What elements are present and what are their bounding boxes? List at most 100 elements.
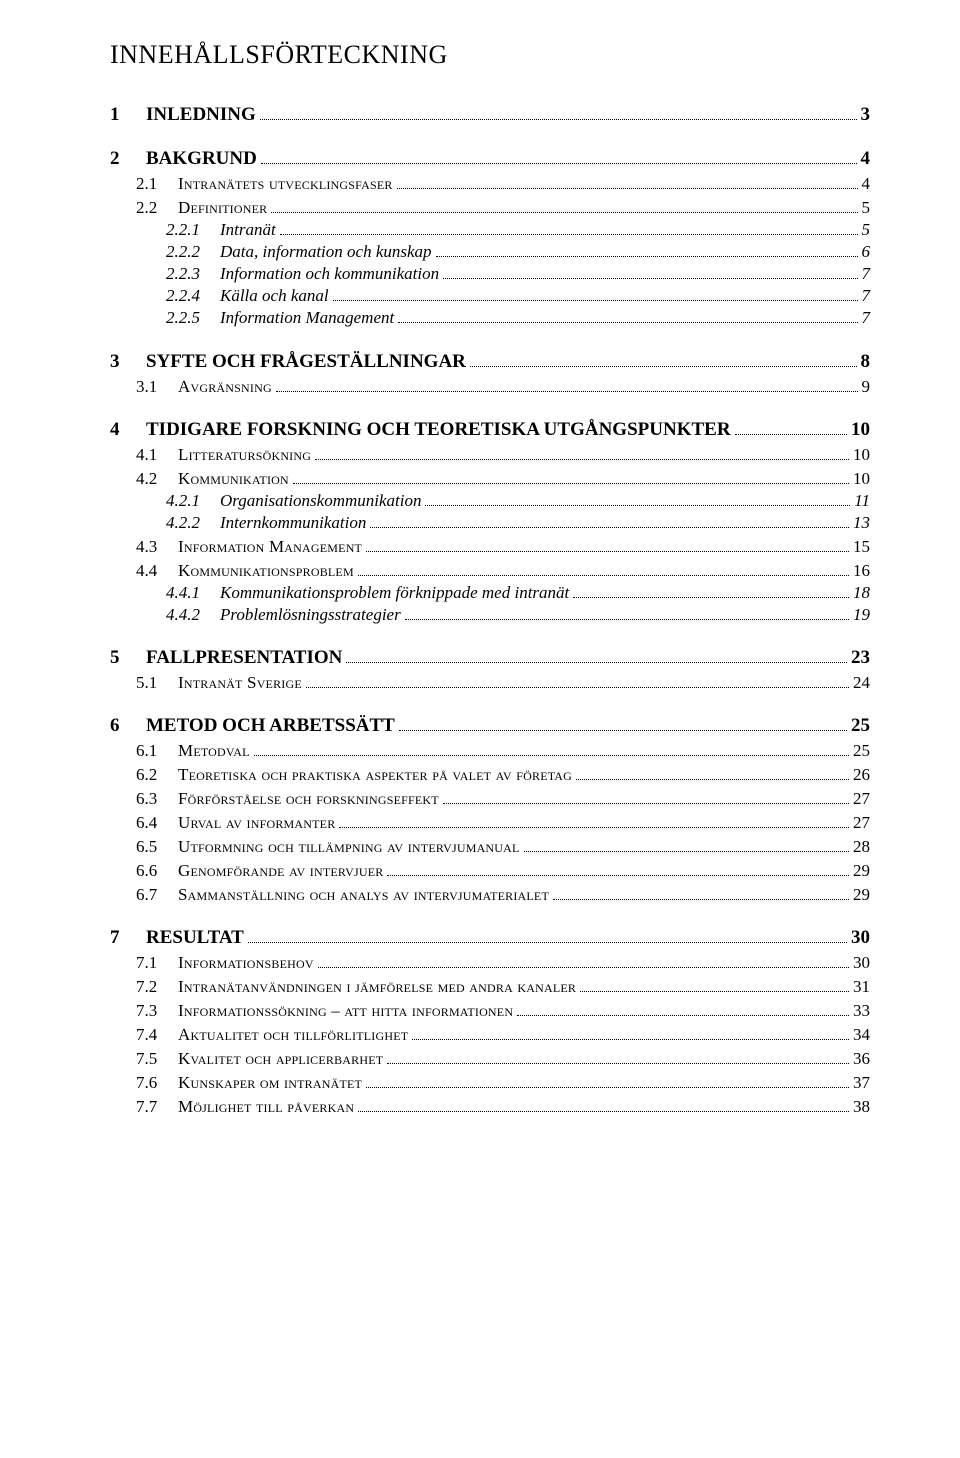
toc-number: 4.2.2: [166, 513, 220, 533]
toc-page: 26: [853, 765, 870, 785]
toc-entry: 7.7Möjlighet till påverkan38: [136, 1097, 870, 1117]
toc-number: 6.4: [136, 813, 178, 833]
toc-number: 4.1: [136, 445, 178, 465]
toc-label: Problemlösningsstrategier: [220, 605, 401, 625]
toc-entry: 2.2.4Källa och kanal 7: [166, 286, 870, 306]
toc-page: 34: [853, 1025, 870, 1045]
toc-label: Källa och kanal: [220, 286, 329, 306]
toc-page: 24: [853, 673, 870, 693]
toc-leader: [315, 445, 849, 460]
toc-page: 19: [853, 605, 870, 625]
toc-page: 3: [861, 104, 871, 126]
toc-page: 8: [861, 351, 871, 373]
toc-label: TIDIGARE FORSKNING OCH TEORETISKA UTGÅNG…: [146, 419, 731, 441]
toc-number: 4.3: [136, 537, 178, 557]
toc-number: 4.4.1: [166, 583, 220, 603]
toc-leader: [293, 469, 849, 484]
toc-entry: 2.2.5Information Management7: [166, 308, 870, 328]
toc-leader: [517, 1002, 849, 1017]
toc-label: FALLPRESENTATION: [146, 647, 342, 669]
toc-entry: 4TIDIGARE FORSKNING OCH TEORETISKA UTGÅN…: [110, 419, 870, 441]
toc-entry: 2.2Definitioner5: [136, 198, 870, 218]
toc-number: 2.2.3: [166, 264, 220, 284]
toc-page: 10: [853, 445, 870, 465]
toc-leader: [346, 647, 847, 663]
toc-leader: [399, 715, 847, 731]
toc-page: 11: [854, 491, 870, 511]
toc-number: 2.2: [136, 198, 178, 218]
toc-label: Metodval: [178, 741, 250, 761]
toc-entry: 6.3Förförståelse och forskningseffekt27: [136, 789, 870, 809]
toc-leader: [318, 954, 849, 969]
toc-number: 2.2.5: [166, 308, 220, 328]
toc-leader: [470, 350, 857, 366]
toc-label: Kommunikationsproblem: [178, 561, 354, 581]
toc-entry: 6.7Sammanställning och analys av intervj…: [136, 885, 870, 905]
toc-leader: [443, 790, 849, 805]
toc-entry: 4.1Litteratursökning 10: [136, 445, 870, 465]
toc-page: 7: [862, 264, 871, 284]
toc-page: 29: [853, 861, 870, 881]
toc-leader: [576, 766, 849, 781]
page: INNEHÅLLSFÖRTECKNING 1INLEDNING32BAKGRUN…: [0, 0, 960, 1179]
toc-label: RESULTAT: [146, 927, 244, 949]
toc-leader: [405, 605, 849, 620]
toc-page: 33: [853, 1001, 870, 1021]
toc-page: 10: [853, 469, 870, 489]
toc-label: Litteratursökning: [178, 445, 311, 465]
toc-label: Teoretiska och praktiska aspekter på val…: [178, 765, 572, 785]
toc-entry: 4.2.2Internkommunikation13: [166, 513, 870, 533]
toc-number: 3.1: [136, 377, 178, 397]
toc-entry: 4.4.2Problemlösningsstrategier 19: [166, 605, 870, 625]
toc-entry: 6METOD OCH ARBETSSÄTT25: [110, 715, 870, 737]
toc-number: 4.2: [136, 469, 178, 489]
toc-entry: 4.4Kommunikationsproblem16: [136, 561, 870, 581]
toc-leader: [370, 513, 849, 528]
toc-leader: [387, 1050, 849, 1065]
toc-label: BAKGRUND: [146, 148, 257, 170]
toc-number: 3: [110, 351, 146, 373]
toc-label: Intranätanvändningen i jämförelse med an…: [178, 977, 576, 997]
toc-label: Aktualitet och tillförlitlighet: [178, 1025, 408, 1045]
toc-entry: 2BAKGRUND4: [110, 148, 870, 170]
toc-number: 7.4: [136, 1025, 178, 1045]
toc-leader: [280, 221, 858, 236]
toc-number: 4.4.2: [166, 605, 220, 625]
toc-leader: [271, 199, 857, 214]
toc-leader: [553, 886, 849, 901]
toc-page: 30: [853, 953, 870, 973]
toc-label: INLEDNING: [146, 104, 256, 126]
toc-page: 9: [862, 377, 871, 397]
toc-label: Information och kommunikation: [220, 264, 439, 284]
toc-number: 2.2.2: [166, 242, 220, 262]
toc-entry: 1INLEDNING 3: [110, 104, 870, 126]
toc-leader: [261, 148, 857, 164]
toc-page: 36: [853, 1049, 870, 1069]
toc-number: 7.1: [136, 953, 178, 973]
toc-label: Informationsbehov: [178, 953, 314, 973]
toc-label: Internkommunikation: [220, 513, 366, 533]
toc-label: Möjlighet till påverkan: [178, 1097, 354, 1117]
toc-page: 38: [853, 1097, 870, 1117]
toc-page: 27: [853, 789, 870, 809]
toc-page: 30: [851, 927, 870, 949]
toc-page: 10: [851, 419, 870, 441]
toc-page: 7: [862, 308, 871, 328]
toc-label: Information Management: [178, 537, 362, 557]
toc-page: 5: [862, 220, 871, 240]
toc-label: Intranät Sverige: [178, 673, 302, 693]
toc-leader: [412, 1026, 849, 1041]
toc-leader: [276, 377, 858, 392]
toc-number: 4.2.1: [166, 491, 220, 511]
toc-page: 7: [862, 286, 871, 306]
toc-number: 7: [110, 927, 146, 949]
toc-number: 2.2.4: [166, 286, 220, 306]
toc-number: 6.3: [136, 789, 178, 809]
toc-label: Intranätets utvecklingsfaser: [178, 174, 393, 194]
toc-leader: [573, 583, 849, 598]
toc-page: 37: [853, 1073, 870, 1093]
toc-label: Data, information och kunskap: [220, 242, 432, 262]
toc-number: 1: [110, 104, 146, 126]
toc-label: Informationssökning – att hitta informat…: [178, 1001, 513, 1021]
toc-label: Organisationskommunikation: [220, 491, 421, 511]
